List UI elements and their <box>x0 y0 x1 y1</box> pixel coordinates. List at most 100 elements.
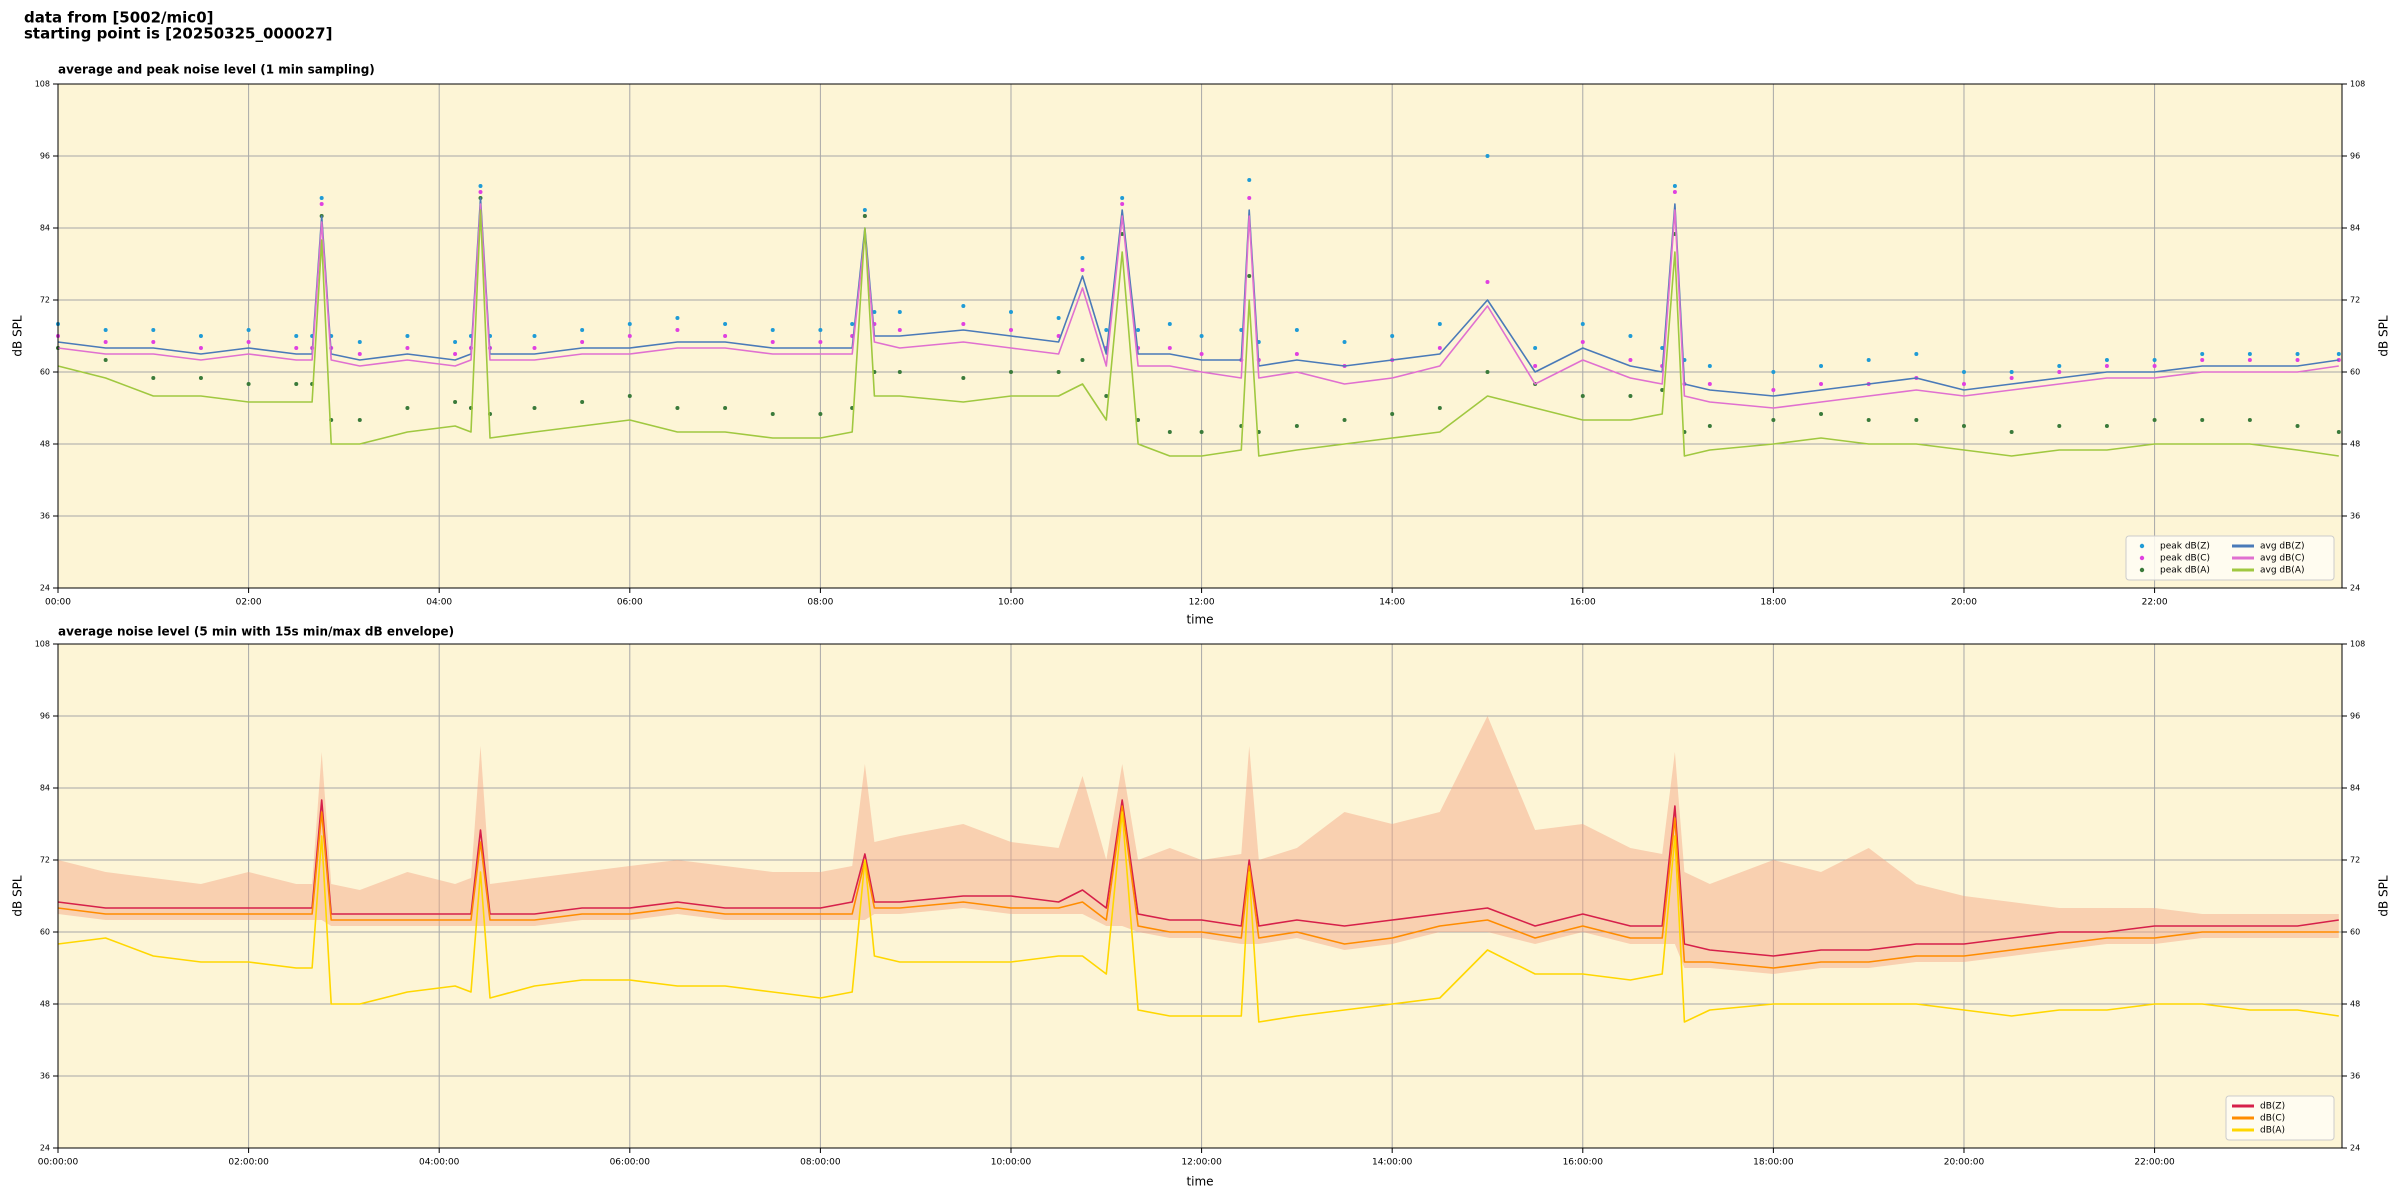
peak-point <box>2009 376 2014 380</box>
peak-point <box>1247 274 1252 278</box>
peak-point <box>1580 340 1585 344</box>
peak-point <box>627 334 632 338</box>
y-tick-label: 48 <box>40 440 50 449</box>
series-line <box>57 811 2339 1023</box>
y2-tick-label: 96 <box>2350 712 2360 721</box>
peak-point <box>1294 328 1299 332</box>
y2-tick-label: 60 <box>2350 928 2360 937</box>
y-tick-label: 72 <box>40 296 50 305</box>
peak-point <box>453 340 458 344</box>
peak-point <box>1342 418 1347 422</box>
peak-point <box>1120 202 1125 206</box>
legend-label: peak dB(Z) <box>2160 542 2210 552</box>
y2-tick-label: 24 <box>2350 584 2360 593</box>
peak-point <box>1080 358 1085 362</box>
y-tick-label: 72 <box>40 856 50 865</box>
peak-point <box>478 190 483 194</box>
y-tick-label: 24 <box>40 584 50 593</box>
series-line <box>57 197 2339 397</box>
peak-point <box>1533 364 1538 368</box>
peak-point <box>1866 358 1871 362</box>
peak-point <box>405 346 410 350</box>
peak-point <box>2336 352 2341 356</box>
legend-marker <box>2139 555 2145 561</box>
peak-point <box>1580 322 1585 326</box>
x-axis-label: time <box>1186 613 1213 627</box>
peak-point <box>1120 196 1125 200</box>
y2-tick-label: 48 <box>2350 1000 2360 1009</box>
peak-point <box>103 358 108 362</box>
peak-point <box>357 418 362 422</box>
peak-point <box>1199 334 1204 338</box>
x-tick-label: 08:00:00 <box>800 1158 841 1168</box>
peak-point <box>818 328 823 332</box>
peak-point <box>818 412 823 416</box>
peak-point <box>405 406 410 410</box>
x-tick-label: 12:00 <box>1189 598 1215 608</box>
peak-point <box>862 208 867 212</box>
y2-axis-label: dB SPL <box>2377 315 2391 357</box>
peak-point <box>2336 358 2341 362</box>
peak-point <box>532 406 537 410</box>
legend-label: avg dB(A) <box>2260 566 2304 576</box>
legend-label: avg dB(C) <box>2260 554 2305 564</box>
y-tick-label: 24 <box>40 1144 50 1153</box>
x-tick-label: 14:00 <box>1379 598 1405 608</box>
y-tick-label: 48 <box>40 1000 50 1009</box>
peak-point <box>1342 340 1347 344</box>
x-tick-label: 16:00 <box>1570 598 1596 608</box>
peak-point <box>2200 352 2205 356</box>
peak-point <box>1819 382 1824 386</box>
y2-tick-label: 48 <box>2350 440 2360 449</box>
peak-point <box>627 322 632 326</box>
x-tick-label: 06:00 <box>617 598 643 608</box>
peak-point <box>2247 358 2252 362</box>
x-tick-label: 20:00 <box>1951 598 1977 608</box>
y2-tick-label: 36 <box>2350 512 2360 521</box>
y2-tick-label: 36 <box>2350 1072 2360 1081</box>
peak-point <box>580 340 585 344</box>
peak-point <box>1294 424 1299 428</box>
peak-point <box>453 352 458 356</box>
y2-tick-label: 60 <box>2350 368 2360 377</box>
peak-point <box>357 340 362 344</box>
peak-point <box>2295 358 2300 362</box>
peak-point <box>294 334 299 338</box>
peak-point <box>319 202 324 206</box>
peak-point <box>1437 322 1442 326</box>
peak-point <box>1707 424 1712 428</box>
x-tick-label: 18:00 <box>1760 598 1786 608</box>
peak-point <box>961 304 966 308</box>
y2-tick-label: 96 <box>2350 152 2360 161</box>
y-axis-label: dB SPL <box>11 875 25 917</box>
peak-point <box>1628 394 1633 398</box>
peak-point <box>2336 430 2341 434</box>
peak-point <box>1390 412 1395 416</box>
header-line: data from [5002/mic0] <box>24 9 214 27</box>
y2-tick-label: 108 <box>2350 640 2365 649</box>
peak-point <box>1485 280 1490 284</box>
x-tick-label: 02:00:00 <box>228 1158 269 1168</box>
peak-point <box>1819 364 1824 368</box>
x-tick-label: 04:00 <box>426 598 452 608</box>
peak-point <box>627 394 632 398</box>
peak-point <box>2152 358 2157 362</box>
peak-point <box>770 340 775 344</box>
peak-point <box>2057 424 2062 428</box>
peak-point <box>405 334 410 338</box>
peak-point <box>1167 322 1172 326</box>
peak-point <box>2295 352 2300 356</box>
peak-point <box>2104 358 2109 362</box>
legend-label: peak dB(C) <box>2160 554 2210 564</box>
peak-point <box>1437 406 1442 410</box>
peak-point <box>580 400 585 404</box>
y2-tick-label: 72 <box>2350 856 2360 865</box>
peak-point <box>862 214 867 218</box>
peak-point <box>103 328 108 332</box>
envelope-area <box>58 716 2339 974</box>
legend-label: dB(Z) <box>2260 1102 2285 1112</box>
peak-point <box>1771 370 1776 374</box>
y-tick-label: 108 <box>35 640 50 649</box>
peak-point <box>818 340 823 344</box>
